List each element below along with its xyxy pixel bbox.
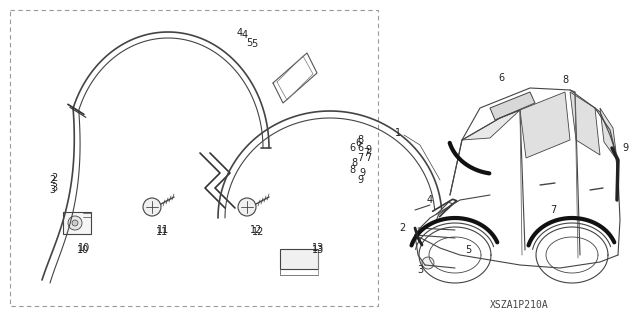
Text: 3: 3 xyxy=(49,185,55,195)
Text: 8: 8 xyxy=(351,158,357,168)
Polygon shape xyxy=(570,92,600,155)
Circle shape xyxy=(68,216,82,230)
Text: 11: 11 xyxy=(156,227,168,237)
Circle shape xyxy=(143,198,161,216)
Polygon shape xyxy=(600,108,617,160)
Text: 12: 12 xyxy=(250,225,262,235)
Polygon shape xyxy=(490,92,535,120)
Text: 3: 3 xyxy=(417,265,423,275)
Text: 7: 7 xyxy=(357,153,363,163)
Text: 9: 9 xyxy=(359,168,365,178)
Text: 10: 10 xyxy=(78,243,90,253)
Text: 4: 4 xyxy=(242,30,248,40)
Text: 6: 6 xyxy=(355,138,361,148)
Text: 8: 8 xyxy=(357,135,363,145)
Polygon shape xyxy=(462,110,520,140)
Text: 13: 13 xyxy=(312,245,324,255)
Text: 12: 12 xyxy=(252,227,264,237)
Text: 11: 11 xyxy=(157,225,169,235)
Text: 10: 10 xyxy=(77,245,89,255)
Text: 7: 7 xyxy=(365,153,371,163)
Text: 5: 5 xyxy=(465,245,471,255)
Text: 9: 9 xyxy=(357,175,363,185)
FancyBboxPatch shape xyxy=(280,249,318,269)
Text: 7: 7 xyxy=(550,205,556,215)
Text: 2: 2 xyxy=(51,173,57,183)
Bar xyxy=(10,10,378,306)
Text: 8: 8 xyxy=(562,75,568,85)
Text: 5: 5 xyxy=(251,39,257,49)
Text: 1: 1 xyxy=(395,128,401,138)
Circle shape xyxy=(422,257,434,269)
Text: XSZA1P210A: XSZA1P210A xyxy=(490,300,548,310)
Text: 4: 4 xyxy=(427,195,433,205)
Text: 6: 6 xyxy=(349,143,355,153)
Text: 5: 5 xyxy=(246,38,252,48)
Text: 8: 8 xyxy=(349,165,355,175)
Text: 3: 3 xyxy=(51,183,57,193)
Text: 7: 7 xyxy=(363,148,369,158)
Text: 9: 9 xyxy=(622,143,628,153)
Text: 9: 9 xyxy=(365,145,371,155)
Circle shape xyxy=(72,220,78,226)
Text: 4: 4 xyxy=(237,28,243,38)
FancyBboxPatch shape xyxy=(63,212,91,234)
Text: 6: 6 xyxy=(357,143,363,153)
Text: 2: 2 xyxy=(49,175,55,185)
Text: 13: 13 xyxy=(312,243,324,253)
Text: 2: 2 xyxy=(399,223,405,233)
Text: 6: 6 xyxy=(498,73,504,83)
Circle shape xyxy=(238,198,256,216)
Polygon shape xyxy=(520,92,570,158)
